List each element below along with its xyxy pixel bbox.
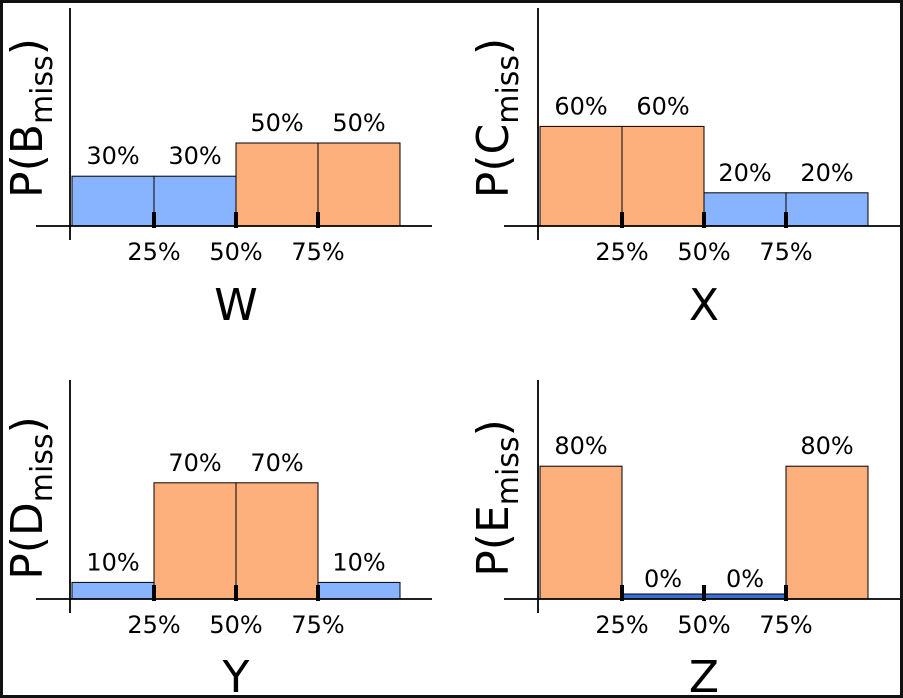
chart-x-tick-label-3-3: 75% (291, 611, 344, 639)
chart-bar-2-2 (621, 125, 705, 227)
chart-data-label-1-4: 50% (332, 109, 385, 137)
chart-data-label-3-3: 70% (250, 449, 303, 477)
chart-data-label-3-1: 10% (86, 548, 139, 576)
chart-y-axis-label-1: P(Bmiss) (2, 38, 60, 198)
chart-bar-3-1 (71, 581, 155, 600)
chart-x-tick-label-2-2: 50% (677, 238, 730, 266)
chart-y-axis-label-main-2: P(C (468, 124, 519, 198)
chart-x-tick-label-1-1: 25% (127, 238, 180, 266)
chart-y-axis-label-close-1: ) (2, 38, 53, 55)
chart-x-tick-label-1-3: 75% (291, 238, 344, 266)
chart-y-axis-label-sub-1: miss (25, 55, 60, 124)
chart-bar-3-2 (153, 482, 237, 600)
chart-x-axis-label-4: Z (689, 652, 719, 698)
chart-bar-2-1 (539, 125, 623, 227)
chart-bar-3-3 (235, 482, 319, 600)
chart-y-axis-label-main-3: P(D (2, 502, 53, 580)
chart-y-axis-label-2: P(Cmiss) (468, 38, 526, 198)
chart-data-label-2-2: 60% (636, 92, 689, 120)
frame-left-border (0, 0, 3, 698)
frame-right-border (900, 0, 903, 698)
chart-bar-2-4 (785, 192, 869, 227)
chart-data-label-2-3: 20% (718, 159, 771, 187)
chart-y-axis-label-main-1: P(B (2, 124, 53, 198)
chart-y-axis-label-main-4: P(E (468, 505, 519, 577)
chart-data-label-4-4: 80% (800, 432, 853, 460)
chart-bar-3-4 (317, 581, 401, 600)
chart-data-label-1-3: 50% (250, 109, 303, 137)
chart-y-axis-label-sub-3: miss (25, 433, 60, 502)
chart-bar-1-2 (153, 175, 237, 227)
chart-x-axis-label-1: W (214, 280, 258, 331)
chart-y-axis-label-close-2: ) (468, 38, 519, 55)
chart-data-label-4-2: 0% (644, 565, 682, 593)
chart-bar-1-1 (71, 175, 155, 227)
chart-y-axis-label-close-3: ) (2, 416, 53, 433)
chart-data-label-1-2: 30% (168, 142, 221, 170)
chart-x-tick-label-3-1: 25% (127, 611, 180, 639)
chart-x-tick-label-2-3: 75% (759, 238, 812, 266)
chart-x-tick-label-3-2: 50% (209, 611, 262, 639)
chart-data-label-1-1: 30% (86, 142, 139, 170)
chart-bar-1-3 (235, 142, 319, 227)
chart-data-label-2-1: 60% (554, 92, 607, 120)
chart-data-label-4-3: 0% (726, 565, 764, 593)
frame-top-border (0, 0, 903, 3)
chart-data-label-2-4: 20% (800, 159, 853, 187)
chart-data-label-3-4: 10% (332, 548, 385, 576)
chart-x-tick-label-2-1: 25% (595, 238, 648, 266)
chart-x-tick-label-4-3: 75% (759, 611, 812, 639)
chart-y-axis-label-3: P(Dmiss) (2, 416, 60, 580)
chart-bar-4-4 (785, 465, 869, 600)
chart-bar-2-3 (703, 192, 787, 227)
chart-data-label-3-2: 70% (168, 449, 221, 477)
chart-x-tick-label-4-2: 50% (677, 611, 730, 639)
chart-x-tick-label-4-1: 25% (595, 611, 648, 639)
chart-y-axis-label-sub-2: miss (491, 55, 526, 124)
chart-x-axis-label-3: Y (222, 652, 250, 698)
chart-y-axis-label-sub-4: miss (491, 436, 526, 505)
frame-bottom-border (0, 695, 903, 698)
chart-y-axis-label-4: P(Emiss) (468, 419, 526, 577)
chart-data-label-4-1: 80% (554, 432, 607, 460)
chart-x-axis-label-2: X (689, 280, 719, 331)
chart-x-tick-label-1-2: 50% (209, 238, 262, 266)
chart-bar-1-4 (317, 142, 401, 227)
chart-bar-4-1 (539, 465, 623, 600)
chart-y-axis-label-close-4: ) (468, 419, 519, 436)
